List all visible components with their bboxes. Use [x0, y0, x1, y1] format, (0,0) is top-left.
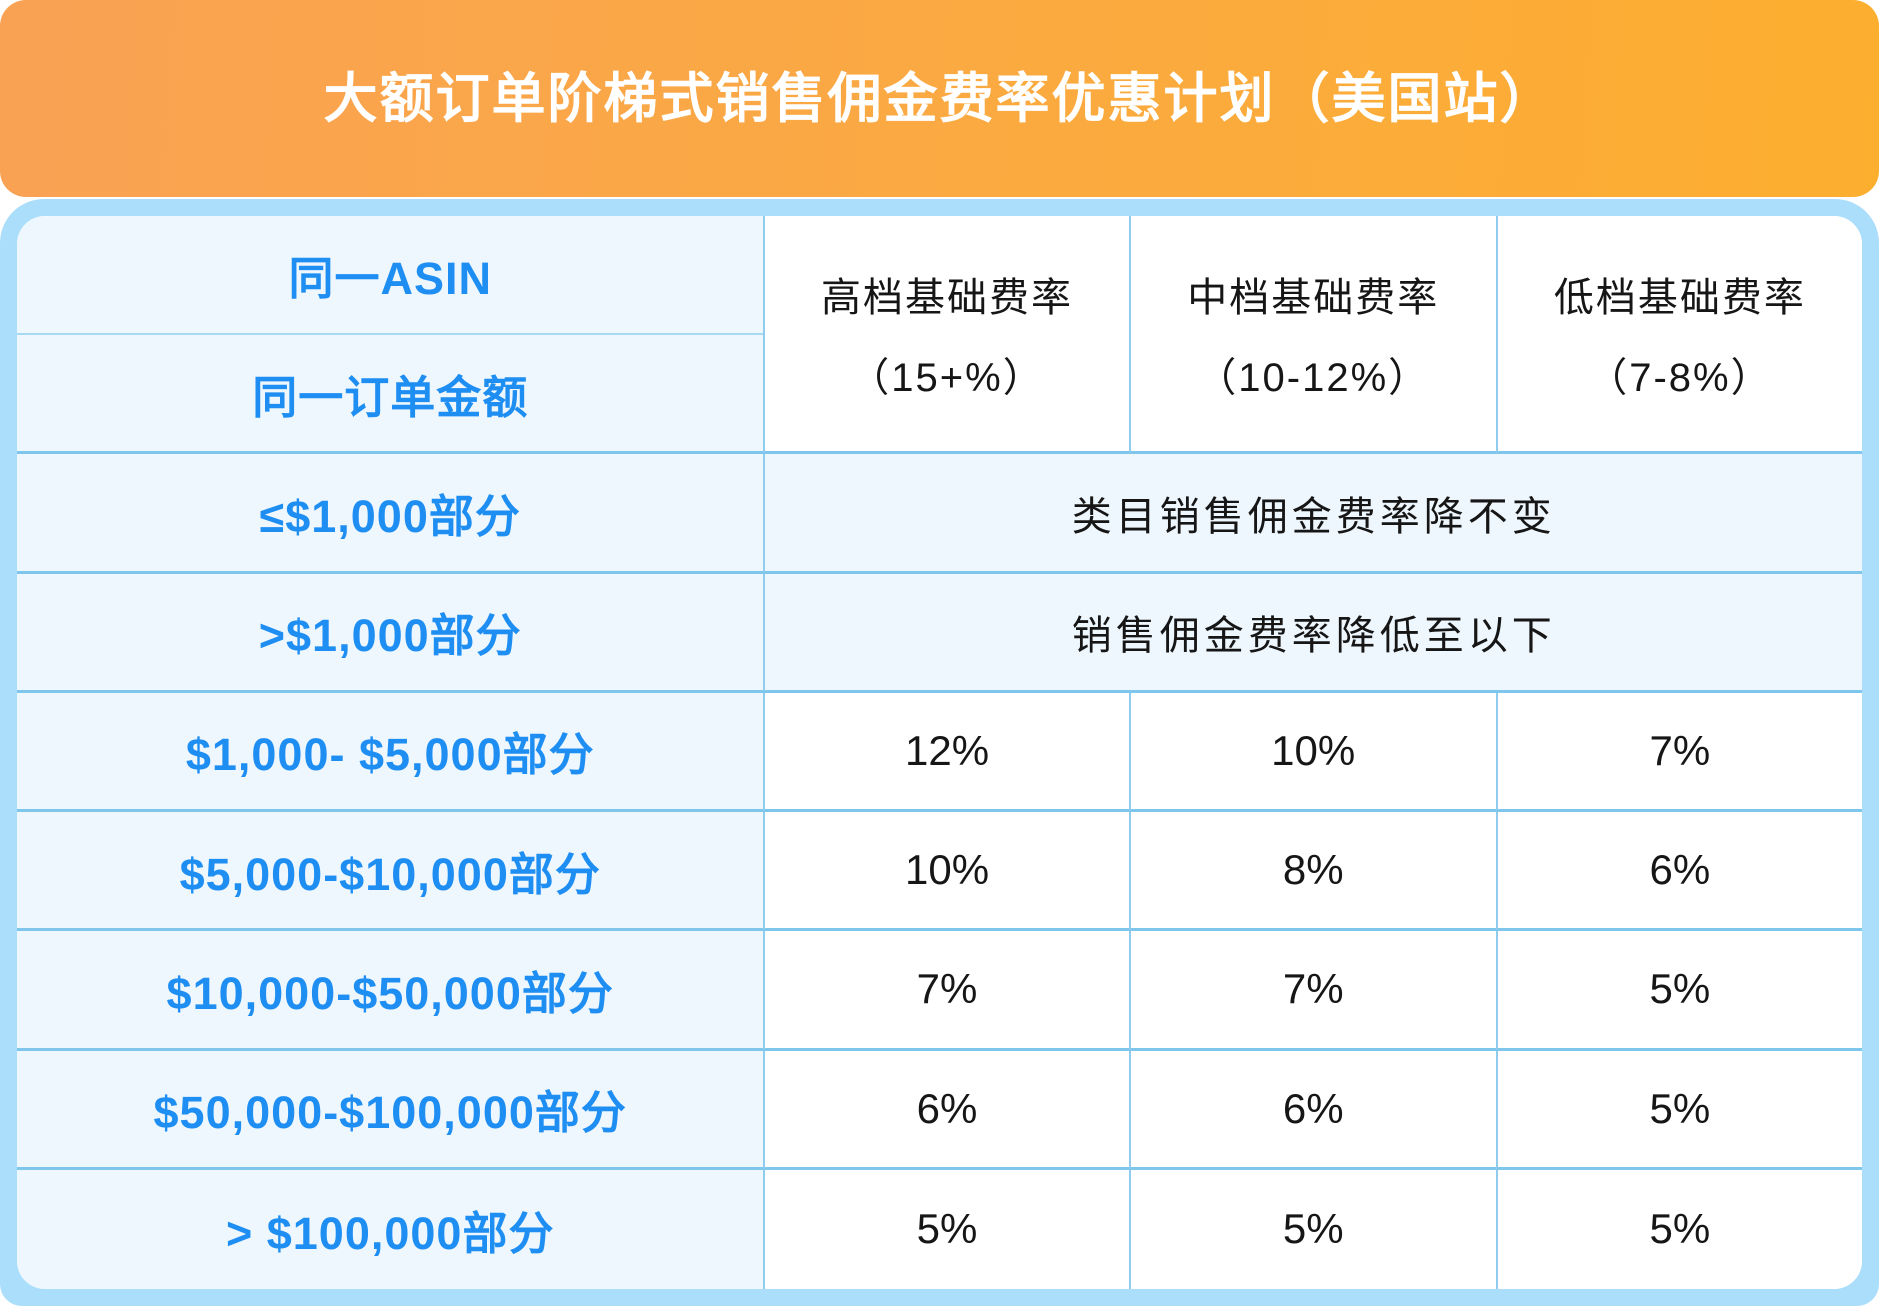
rate-50000-100000-mid: 6%	[1128, 1050, 1496, 1170]
note-gt-1000: 销售佣金费率降低至以下	[763, 573, 1862, 693]
column-header-low-tier: 低档基础费率 （7-8%）	[1495, 216, 1862, 455]
header-same-order-amount: 同一订单金额	[17, 335, 764, 455]
note-le-1000: 类目销售佣金费率降不变	[763, 454, 1862, 574]
rate-5000-10000-mid: 8%	[1128, 812, 1496, 932]
column-header-high-tier-range: （15+%）	[849, 355, 1045, 400]
row-label-gt-100000: > $100,000部分	[17, 1169, 764, 1289]
rate-5000-10000-low: 6%	[1495, 812, 1862, 932]
column-header-low-tier-label: 低档基础费率	[1553, 275, 1806, 320]
table-card: 同一ASIN 同一订单金额 高档基础费率 （15+%） 中档基础费率 （10-1…	[0, 199, 1879, 1306]
row-label-50000-100000: $50,000-$100,000部分	[17, 1050, 764, 1170]
rate-50000-100000-low: 5%	[1495, 1050, 1862, 1170]
rate-10000-50000-high: 7%	[763, 931, 1129, 1051]
rate-10000-50000-low: 5%	[1495, 931, 1862, 1051]
rate-1000-5000-high: 12%	[763, 692, 1129, 813]
row-label-1000-5000: $1,000- $5,000部分	[17, 692, 764, 813]
row-label-5000-10000: $5,000-$10,000部分	[17, 812, 764, 932]
row-label-le-1000: ≤$1,000部分	[17, 454, 764, 574]
rate-50000-100000-high: 6%	[763, 1050, 1129, 1170]
header-same-asin: 同一ASIN	[17, 216, 764, 336]
rate-10000-50000-mid: 7%	[1128, 931, 1496, 1051]
column-header-high-tier: 高档基础费率 （15+%）	[763, 216, 1129, 455]
page-title: 大额订单阶梯式销售佣金费率优惠计划（美国站）	[323, 69, 1556, 129]
rate-1000-5000-mid: 10%	[1128, 692, 1496, 813]
rate-table: 同一ASIN 同一订单金额 高档基础费率 （15+%） 中档基础费率 （10-1…	[17, 216, 1862, 1289]
rate-gt-100000-low: 5%	[1495, 1169, 1862, 1289]
rate-1000-5000-low: 7%	[1495, 692, 1862, 813]
rate-5000-10000-high: 10%	[763, 812, 1129, 932]
column-header-mid-tier: 中档基础费率 （10-12%）	[1128, 216, 1496, 455]
column-header-mid-tier-range: （10-12%）	[1196, 355, 1431, 400]
rate-gt-100000-mid: 5%	[1128, 1169, 1496, 1289]
column-header-low-tier-range: （7-8%）	[1587, 355, 1773, 400]
title-banner: 大额订单阶梯式销售佣金费率优惠计划（美国站）	[0, 0, 1879, 197]
column-header-mid-tier-label: 中档基础费率	[1187, 275, 1440, 320]
row-label-gt-1000: >$1,000部分	[17, 573, 764, 693]
column-header-high-tier-label: 高档基础费率	[821, 275, 1074, 320]
row-label-10000-50000: $10,000-$50,000部分	[17, 931, 764, 1051]
rate-gt-100000-high: 5%	[763, 1169, 1129, 1289]
